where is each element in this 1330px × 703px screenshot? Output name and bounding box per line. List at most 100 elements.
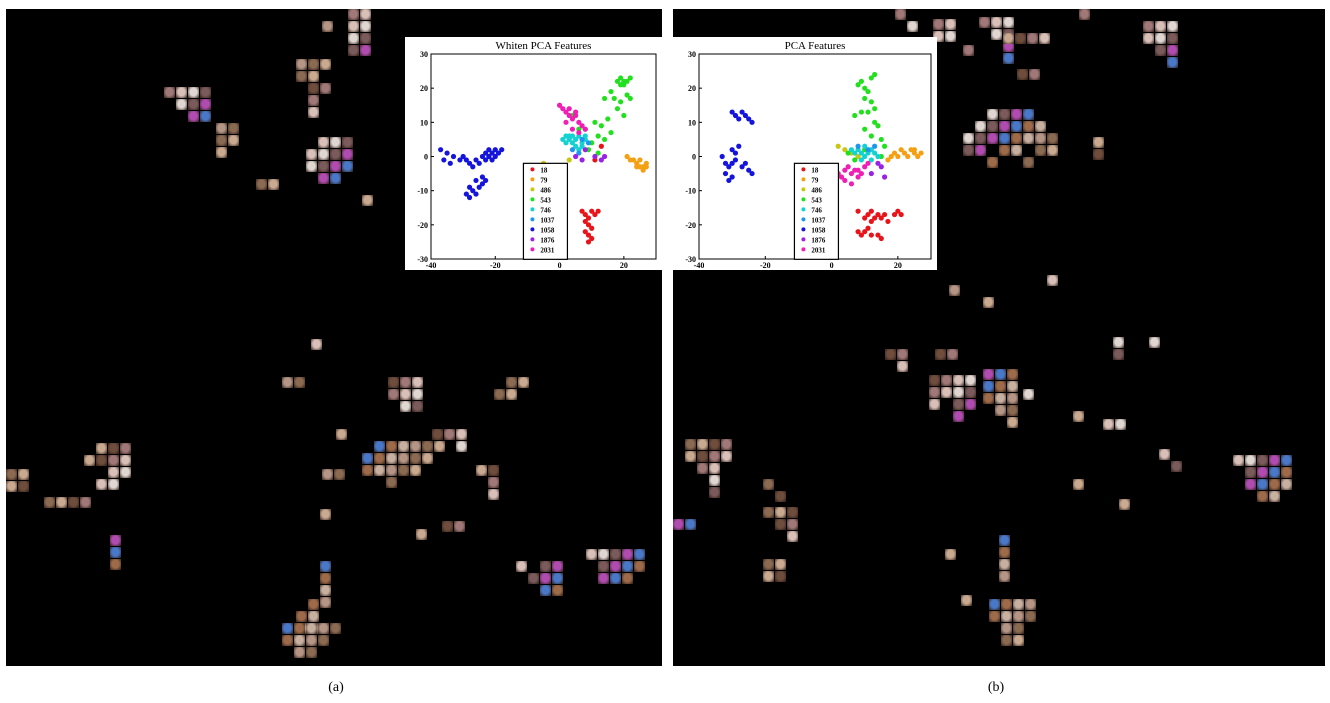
face-thumbnail xyxy=(1035,145,1046,156)
point-18 xyxy=(582,218,588,225)
point-1058 xyxy=(450,153,457,160)
point-543 xyxy=(595,133,601,139)
point-543 xyxy=(852,157,858,163)
point-2031 xyxy=(569,116,576,122)
legend-label-1058: 1058 xyxy=(540,226,555,234)
face-thumbnail xyxy=(442,521,453,532)
face-thumbnail xyxy=(296,611,307,622)
face-thumbnail xyxy=(200,99,211,110)
face-thumbnail xyxy=(622,561,633,572)
point-18 xyxy=(875,211,881,218)
point-18 xyxy=(872,215,878,221)
point-79 xyxy=(888,153,894,160)
face-thumbnail xyxy=(1281,467,1292,478)
face-thumbnail xyxy=(963,133,974,144)
face-thumbnail xyxy=(342,161,353,172)
x-tick-label: 20 xyxy=(894,261,902,270)
point-18 xyxy=(585,215,592,221)
y-tick-label: -20 xyxy=(417,221,428,230)
face-thumbnail xyxy=(398,465,409,476)
legend-label-1037: 1037 xyxy=(811,216,826,224)
face-thumbnail xyxy=(1093,149,1104,160)
face-thumbnail xyxy=(1035,121,1046,132)
legend-label-543: 543 xyxy=(811,196,822,204)
point-1058 xyxy=(466,184,473,190)
point-1058 xyxy=(473,177,479,184)
face-thumbnail xyxy=(1007,417,1018,428)
face-thumbnail xyxy=(1257,467,1268,478)
face-thumbnail xyxy=(987,133,998,144)
face-thumbnail xyxy=(1167,21,1178,32)
face-thumbnail xyxy=(1039,33,1050,44)
face-thumbnail xyxy=(622,573,633,584)
face-thumbnail xyxy=(999,145,1010,156)
face-thumbnail xyxy=(610,549,621,560)
face-thumbnail xyxy=(1149,337,1160,348)
face-thumbnail xyxy=(1269,455,1280,466)
face-thumbnail xyxy=(374,441,385,452)
face-thumbnail xyxy=(322,469,333,480)
face-thumbnail xyxy=(953,375,964,386)
point-2031 xyxy=(556,102,563,108)
face-thumbnail xyxy=(763,479,774,490)
pca-scatter-inset: PCA Features 30 20 10 0 -10 -20 -30 -40 -20 0 20 18 7… xyxy=(673,37,937,270)
face-thumbnail xyxy=(386,477,397,488)
point-18 xyxy=(598,143,604,149)
point-746 xyxy=(582,133,588,139)
face-thumbnail xyxy=(388,377,399,388)
point-543 xyxy=(618,99,624,105)
face-thumbnail xyxy=(374,453,385,464)
face-thumbnail xyxy=(1245,467,1256,478)
point-543 xyxy=(868,99,874,105)
face-thumbnail xyxy=(989,599,1000,610)
point-1876 xyxy=(579,157,585,163)
face-thumbnail xyxy=(528,573,539,584)
face-thumbnail xyxy=(348,45,359,56)
legend-label-2031: 2031 xyxy=(540,246,555,254)
face-thumbnail xyxy=(963,45,974,56)
point-486 xyxy=(842,147,848,153)
point-746 xyxy=(858,150,864,156)
face-thumbnail xyxy=(540,561,551,572)
y-tick-label: -20 xyxy=(685,221,696,230)
face-thumbnail xyxy=(598,573,609,584)
point-2031 xyxy=(566,112,572,119)
y-tick-label: 0 xyxy=(692,153,696,162)
face-thumbnail xyxy=(282,377,293,388)
face-thumbnail xyxy=(306,149,317,160)
face-thumbnail xyxy=(456,441,467,452)
point-2031 xyxy=(579,123,585,129)
face-thumbnail xyxy=(400,377,411,388)
face-thumbnail xyxy=(296,71,307,82)
face-thumbnail xyxy=(1025,611,1036,622)
point-1876 xyxy=(878,164,884,170)
face-thumbnail xyxy=(787,507,798,518)
face-thumbnail xyxy=(1023,389,1034,400)
face-thumbnail xyxy=(306,623,317,634)
face-thumbnail xyxy=(330,173,341,184)
face-thumbnail xyxy=(1047,145,1058,156)
y-tick-label: 0 xyxy=(424,153,428,162)
point-2031 xyxy=(566,106,572,112)
face-thumbnail xyxy=(188,99,199,110)
face-thumbnail xyxy=(1281,455,1292,466)
face-thumbnail xyxy=(763,507,774,518)
point-1058 xyxy=(447,160,453,166)
point-746 xyxy=(579,143,585,149)
chart-title: Whiten PCA Features xyxy=(496,40,592,52)
face-thumbnail xyxy=(991,17,1002,28)
legend-label-746: 746 xyxy=(540,206,551,214)
face-thumbnail xyxy=(320,83,331,94)
point-486 xyxy=(566,157,572,163)
legend-marker-1058 xyxy=(801,227,806,232)
point-543 xyxy=(878,136,884,143)
x-tick-label: 20 xyxy=(620,261,628,270)
x-tick-label: -20 xyxy=(490,261,501,270)
face-thumbnail xyxy=(1233,455,1244,466)
face-thumbnail xyxy=(1269,467,1280,478)
point-2031 xyxy=(855,167,861,173)
point-18 xyxy=(589,235,595,242)
face-thumbnail xyxy=(552,561,563,572)
point-18 xyxy=(895,208,901,214)
face-thumbnail xyxy=(308,83,319,94)
